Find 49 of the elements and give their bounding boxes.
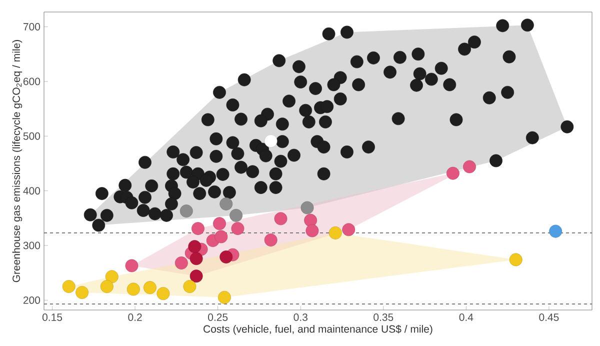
y-tick-label: 300 [23, 242, 40, 250]
x-tick-label: 0.15 [42, 314, 62, 321]
point [220, 250, 233, 264]
x-tick-label: 0.45 [539, 314, 559, 321]
point [306, 224, 319, 238]
point [231, 222, 244, 235]
point [549, 224, 562, 238]
point [156, 287, 170, 300]
y-axis-title: Greenhouse gas emissions (lifecycle gCO$_{2}$eq / mile) [12, 40, 22, 282]
point [446, 166, 460, 180]
y-tick-label: 600 [23, 78, 40, 86]
point [100, 280, 114, 293]
point [105, 270, 118, 284]
x-tick-label: 0.3 [294, 314, 308, 321]
point [304, 214, 318, 227]
point [183, 280, 196, 293]
point [342, 223, 356, 236]
point [300, 201, 314, 214]
y-tick-label: 200 [23, 296, 40, 304]
y-tick-label: 400 [23, 187, 40, 195]
point [174, 256, 188, 270]
point [264, 234, 278, 246]
point [509, 253, 522, 266]
point [144, 281, 156, 294]
x-tick-label: 0.35 [374, 314, 394, 321]
point [214, 230, 228, 244]
y-tick-label: 500 [23, 132, 40, 140]
point [328, 226, 342, 240]
point [220, 197, 233, 210]
point [192, 222, 204, 235]
point [218, 290, 231, 304]
point [76, 286, 89, 299]
x-axis-title: Costs (vehicle, fuel, and maintenance US$ / mile) [204, 324, 432, 335]
point [190, 252, 203, 266]
y-tick-label: 700 [23, 23, 40, 30]
point [463, 160, 476, 174]
point [126, 282, 140, 296]
point [62, 280, 76, 293]
point [188, 240, 202, 254]
point [213, 217, 226, 230]
x-tick-label: 0.4 [459, 314, 474, 321]
point [264, 134, 278, 148]
point [274, 212, 288, 226]
x-tick-label: 0.2 [128, 314, 142, 321]
point [180, 204, 193, 218]
point [125, 259, 138, 272]
x-tick-label: 0.25 [208, 314, 228, 321]
point [190, 270, 203, 283]
point [230, 208, 242, 222]
